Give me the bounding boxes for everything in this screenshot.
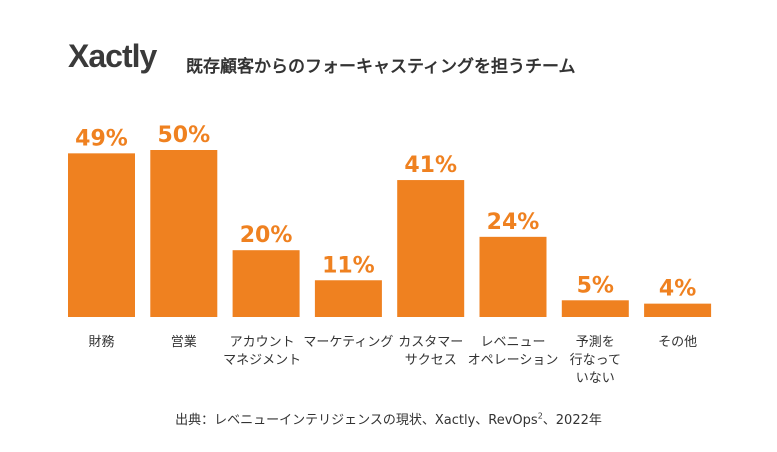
category-label: カスタマー [398, 335, 463, 350]
category-label: 財務 [88, 335, 114, 350]
bar [644, 303, 712, 317]
bar [150, 150, 218, 317]
data-label: 41% [404, 153, 457, 178]
data-label: 49% [75, 126, 128, 151]
category-label: マネジメント [223, 353, 301, 368]
chart-title: 既存顧客からのフォーキャスティングを担うチーム [186, 57, 576, 77]
category-label: アカウント [230, 335, 295, 350]
category-label: 予測を [576, 335, 615, 350]
bar [232, 250, 300, 317]
bar [68, 153, 135, 317]
data-label: 11% [322, 253, 375, 278]
source-note: 出典：レベニューインテリジェンスの現状、Xactly、RevOps2、2022年 [175, 411, 602, 428]
bar [314, 280, 382, 317]
category-label: レベニュー [480, 335, 545, 350]
bar [397, 180, 465, 317]
xactly-logo: Xactly [68, 38, 157, 74]
data-label: 50% [157, 123, 210, 148]
category-label: その他 [658, 335, 697, 350]
category-label: サクセス [405, 353, 457, 368]
category-label: オペレーション [468, 353, 559, 368]
bar [479, 236, 547, 317]
data-label: 20% [240, 223, 293, 248]
data-label: 5% [577, 273, 614, 298]
category-label: 行なって [570, 353, 621, 368]
bar [561, 300, 629, 317]
category-label: マーケティング [303, 335, 393, 350]
data-label: 24% [487, 210, 540, 235]
data-label: 4% [659, 277, 696, 302]
category-label: いない [576, 371, 615, 386]
category-label: 営業 [171, 334, 197, 350]
